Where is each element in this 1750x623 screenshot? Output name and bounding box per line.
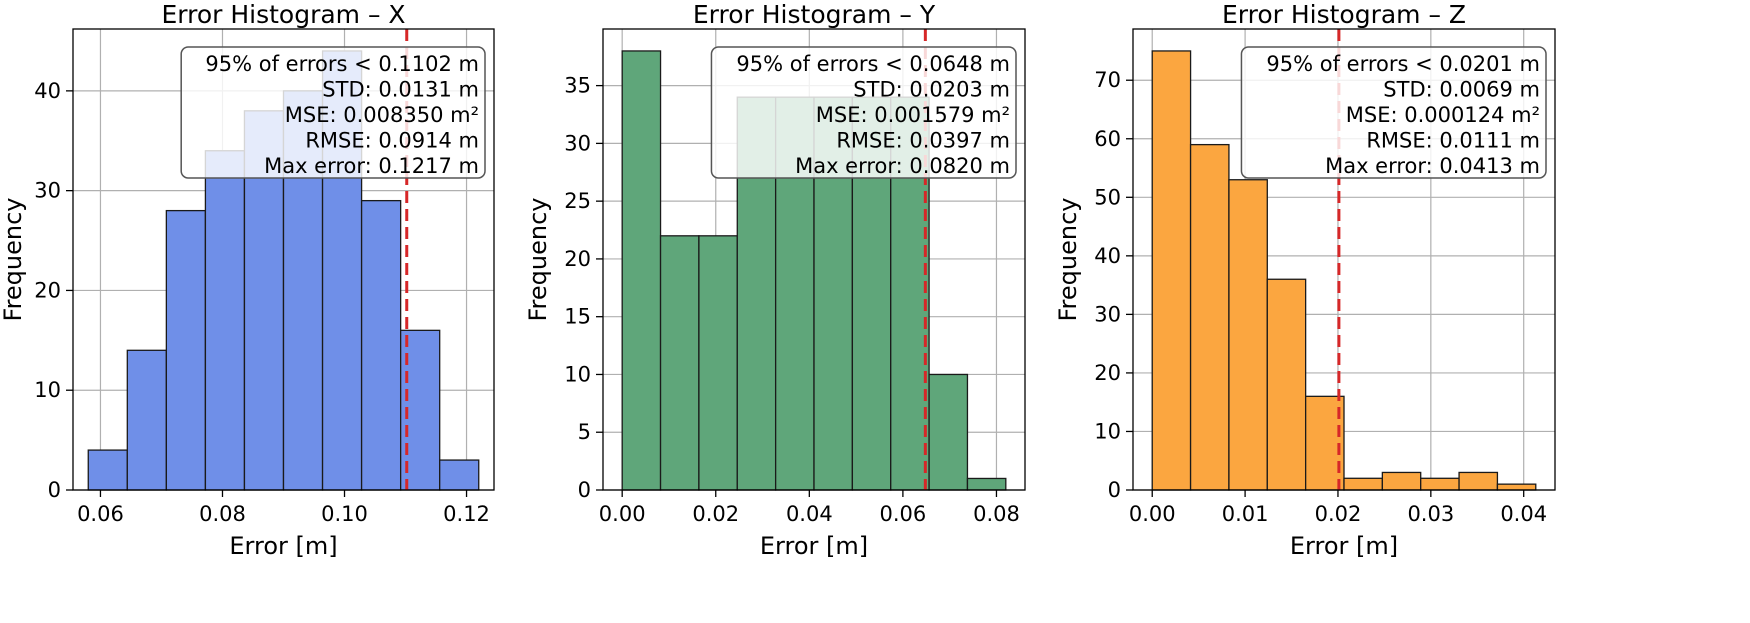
histogram-bar	[360, 199, 402, 491]
y-tick-label: 40	[34, 79, 61, 103]
y-tick-label: 0	[578, 478, 591, 502]
histogram-bar	[698, 235, 738, 491]
stats-line: 95% of errors < 0.1102 m	[205, 52, 479, 76]
histogram-bar	[1228, 179, 1268, 491]
x-tick-label: 0.02	[1315, 502, 1362, 526]
stats-box	[180, 46, 486, 179]
histogram-bar	[126, 349, 168, 491]
x-tick-label: 0.10	[321, 502, 368, 526]
x-tick-label: 0.06	[880, 502, 927, 526]
chart-title: Error Histogram – Y	[693, 0, 936, 29]
stats-line: MSE: 0.001579 m²	[816, 103, 1010, 127]
stats-line: MSE: 0.000124 m²	[1346, 103, 1540, 127]
x-tick-label: 0.04	[1500, 502, 1547, 526]
stats-line: STD: 0.0069 m	[1383, 78, 1540, 102]
x-axis-label: Error [m]	[229, 532, 337, 560]
histogram-bar	[439, 459, 480, 491]
y-tick-label: 5	[578, 420, 591, 444]
axes-frame	[72, 28, 495, 491]
bars	[1151, 50, 1537, 491]
stats-line: Max error: 0.0413 m	[1325, 154, 1540, 178]
histogram-bar	[1496, 483, 1537, 491]
y-tick-label: 20	[1094, 361, 1121, 385]
y-tick-label: 35	[564, 74, 591, 98]
histogram-bar	[1151, 50, 1192, 491]
y-tick-label: 30	[1094, 302, 1121, 326]
stats-box	[710, 46, 1017, 179]
y-tick-label: 40	[1094, 244, 1121, 268]
y-tick-label: 25	[564, 189, 591, 213]
x-tick-label: 0.06	[77, 502, 124, 526]
y-axis-label: Frequency	[524, 198, 552, 322]
stats-line: 95% of errors < 0.0201 m	[1266, 52, 1540, 76]
histogram-bar	[966, 477, 1007, 491]
x-tick-label: 0.03	[1407, 502, 1454, 526]
stats-line: STD: 0.0131 m	[322, 78, 479, 102]
y-tick-label: 50	[1094, 185, 1121, 209]
stats-line: Max error: 0.1217 m	[264, 154, 479, 178]
histogram-bar	[1420, 477, 1460, 491]
histogram-bar	[87, 449, 128, 491]
chart-title: Error Histogram – Z	[1222, 0, 1466, 29]
stats-line: RMSE: 0.0397 m	[836, 129, 1010, 153]
bars	[621, 50, 1007, 491]
y-axis-label: Frequency	[1054, 198, 1082, 322]
x-tick-label: 0.01	[1222, 502, 1269, 526]
chart-title: Error Histogram – X	[161, 0, 405, 29]
stats-line: 95% of errors < 0.0648 m	[736, 52, 1010, 76]
y-tick-label: 30	[564, 131, 591, 155]
histogram-bar	[928, 373, 969, 491]
x-axis-label: Error [m]	[760, 532, 868, 560]
histogram-bar	[1458, 471, 1499, 491]
stats-line: STD: 0.0203 m	[853, 78, 1010, 102]
stats-line: MSE: 0.008350 m²	[285, 103, 479, 127]
x-tick-label: 0.00	[1129, 502, 1176, 526]
y-axis-label: Frequency	[0, 198, 27, 322]
y-tick-label: 10	[34, 378, 61, 402]
y-tick-label: 15	[564, 305, 591, 329]
x-tick-label: 0.02	[692, 502, 739, 526]
y-tick-label: 0	[48, 478, 61, 502]
histogram-bar	[1343, 477, 1384, 491]
x-tick-label: 0.08	[199, 502, 246, 526]
stats-line: RMSE: 0.0914 m	[305, 129, 479, 153]
x-tick-label: 0.08	[973, 502, 1020, 526]
y-tick-label: 30	[34, 179, 61, 203]
axes-frame	[1132, 28, 1556, 491]
y-tick-label: 10	[1094, 419, 1121, 443]
y-tick-label: 70	[1094, 68, 1121, 92]
histogram-bar	[165, 209, 207, 491]
x-tick-label: 0.12	[443, 502, 490, 526]
histogram-bar	[621, 50, 662, 491]
histogram-bar	[1189, 143, 1230, 491]
y-tick-label: 20	[564, 247, 591, 271]
y-tick-label: 20	[34, 278, 61, 302]
x-tick-label: 0.00	[599, 502, 646, 526]
histogram-bar	[659, 235, 700, 491]
stats-box	[1240, 46, 1547, 179]
stats-line: RMSE: 0.0111 m	[1366, 129, 1540, 153]
histogram-bar	[1381, 471, 1422, 491]
x-tick-label: 0.04	[786, 502, 833, 526]
y-tick-label: 10	[564, 362, 591, 386]
histogram-bar	[1266, 278, 1307, 491]
stats-line: Max error: 0.0820 m	[795, 154, 1010, 178]
y-tick-label: 60	[1094, 127, 1121, 151]
histogram-bar	[204, 150, 246, 491]
y-tick-label: 0	[1108, 478, 1121, 502]
x-axis-label: Error [m]	[1290, 532, 1398, 560]
